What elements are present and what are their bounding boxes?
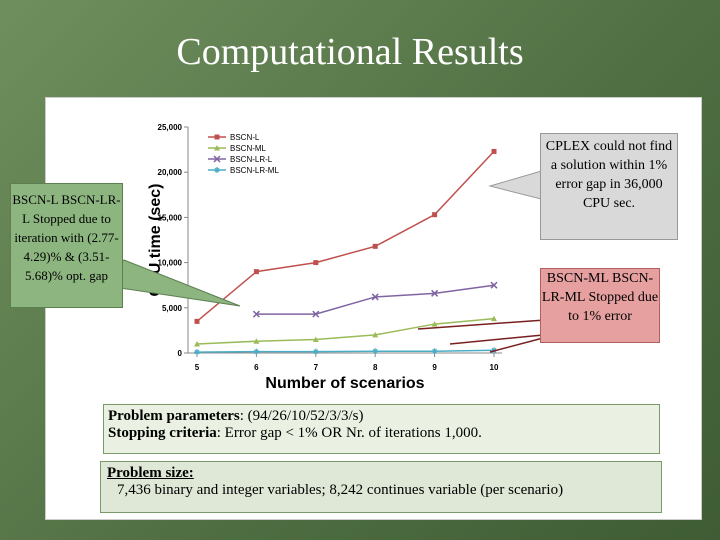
x-tick-label: 5	[195, 363, 200, 372]
series-line	[196, 317, 495, 345]
label: Problem parameters	[108, 408, 240, 424]
y-tick-label: 0	[178, 349, 183, 358]
legend-marker	[213, 155, 221, 163]
callout-ml: BSCN-ML BSCN-LR-ML Stopped due to 1% err…	[540, 268, 660, 343]
marker	[253, 338, 260, 344]
plot: 0 5,000 10,000 15,000 20,000 25,000 5 6 7 8 9 10 BSC…	[158, 123, 502, 372]
callout-left: BSCN-L BSCN-LR-L Stopped due to iteratio…	[10, 183, 123, 308]
legend-marker	[214, 145, 220, 151]
text: : Error gap < 1% OR Nr. of iterations 1,…	[216, 425, 482, 441]
arrow	[489, 337, 544, 353]
y-tick-label: 25,000	[158, 123, 183, 132]
legend-label: BSCN-LR-ML	[230, 166, 279, 175]
legend-marker	[214, 167, 220, 173]
marker	[372, 348, 379, 355]
slide-title: Computational Results	[176, 31, 524, 73]
marker	[491, 148, 497, 154]
parameters-box: Problem parameters: (94/26/10/52/3/3/s) …	[103, 404, 660, 454]
marker	[490, 281, 498, 289]
marker	[252, 310, 260, 318]
legend-marker	[214, 134, 220, 140]
x-tick-label: 7	[314, 363, 319, 372]
series-line	[196, 349, 495, 353]
y-tick-label: 15,000	[158, 213, 183, 222]
marker	[371, 293, 379, 301]
marker	[431, 289, 439, 297]
legend-label: BSCN-LR-L	[230, 155, 273, 164]
y-tick-label: 5,000	[162, 304, 183, 313]
marker	[313, 260, 319, 266]
x-tick-label: 10	[490, 363, 499, 372]
parameters-line: Stopping criteria: Error gap < 1% OR Nr.…	[108, 425, 655, 442]
series-line	[196, 150, 495, 322]
marker	[312, 310, 320, 318]
marker	[432, 212, 438, 218]
marker	[194, 318, 200, 324]
label: Problem size:	[107, 465, 194, 481]
marker	[312, 336, 319, 342]
chart-area	[140, 115, 510, 395]
marker	[491, 315, 497, 322]
marker	[194, 340, 200, 347]
x-tick-label: 9	[432, 363, 437, 372]
legend-label: BSCN-L	[230, 133, 260, 142]
arrow	[417, 319, 546, 330]
text: : (94/26/10/52/3/3/s)	[239, 408, 364, 424]
marker	[431, 321, 438, 327]
marker	[253, 348, 260, 355]
x-axis-label: Number of scenarios	[265, 375, 424, 392]
marker	[372, 331, 379, 338]
label: Stopping criteria	[108, 425, 217, 441]
text: 7,436 binary and integer variables; 8,24…	[117, 482, 564, 498]
parameters-line: Problem parameters: (94/26/10/52/3/3/s)	[108, 408, 655, 425]
callout-cplex: CPLEX could not find a solution within 1…	[540, 133, 678, 240]
legend-label: BSCN-ML	[230, 144, 267, 153]
marker	[253, 269, 259, 275]
arrow	[449, 334, 544, 345]
y-axis-label: CPU time (sec)	[147, 184, 164, 297]
marker	[312, 348, 319, 355]
x-tick-label: 8	[373, 363, 378, 372]
size-box: Problem size: 7,436 binary and integer v…	[100, 461, 662, 513]
marker	[194, 349, 200, 356]
marker	[372, 243, 378, 249]
y-tick-label: 20,000	[158, 168, 183, 177]
x-tick-label: 6	[254, 363, 259, 372]
marker	[431, 348, 438, 355]
y-tick-label: 10,000	[158, 259, 183, 268]
